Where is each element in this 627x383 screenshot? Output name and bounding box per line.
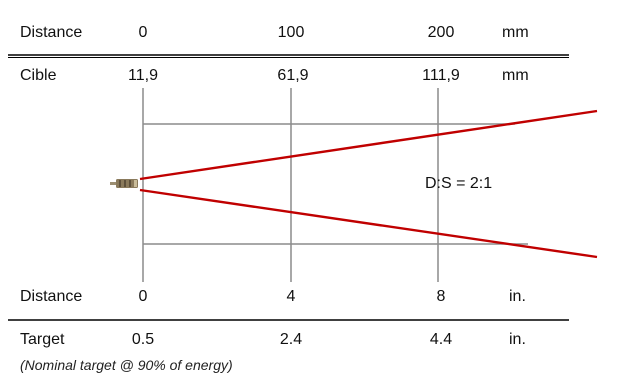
sensor-icon: [110, 179, 138, 188]
bottom-distance-unit: in.: [509, 288, 526, 305]
bottom-target-value-1: 2.4: [279, 331, 303, 348]
top-distance-value-1: 100: [277, 24, 305, 41]
beam-lower: [139, 188, 598, 259]
bottom-target-label: Target: [20, 331, 65, 348]
top-distance-value-0: 0: [138, 24, 148, 41]
top-distance-unit: mm: [502, 24, 529, 41]
bottom-distance-value-1: 4: [286, 288, 296, 305]
top-distance-label: Distance: [20, 24, 83, 41]
beam-upper: [139, 109, 598, 181]
ratio-label: D:S = 2:1: [425, 175, 493, 192]
bottom-target-unit: in.: [509, 331, 526, 348]
top-distance-value-2: 200: [427, 24, 455, 41]
top-target-value-2: 111,9: [422, 67, 460, 84]
top-target-value-1: 61,9: [277, 67, 309, 84]
bottom-distance-value-2: 8: [436, 288, 446, 305]
bottom-distance-value-0: 0: [138, 288, 148, 305]
bottom-distance-label: Distance: [20, 288, 83, 305]
top-target-label: Cible: [20, 67, 57, 84]
top-target-unit: mm: [502, 67, 529, 84]
bottom-target-value-0: 0.5: [131, 331, 155, 348]
footnote: (Nominal target @ 90% of energy): [20, 357, 233, 373]
bottom-target-value-2: 4.4: [429, 331, 453, 348]
top-target-value-0: 11,9: [128, 67, 158, 84]
